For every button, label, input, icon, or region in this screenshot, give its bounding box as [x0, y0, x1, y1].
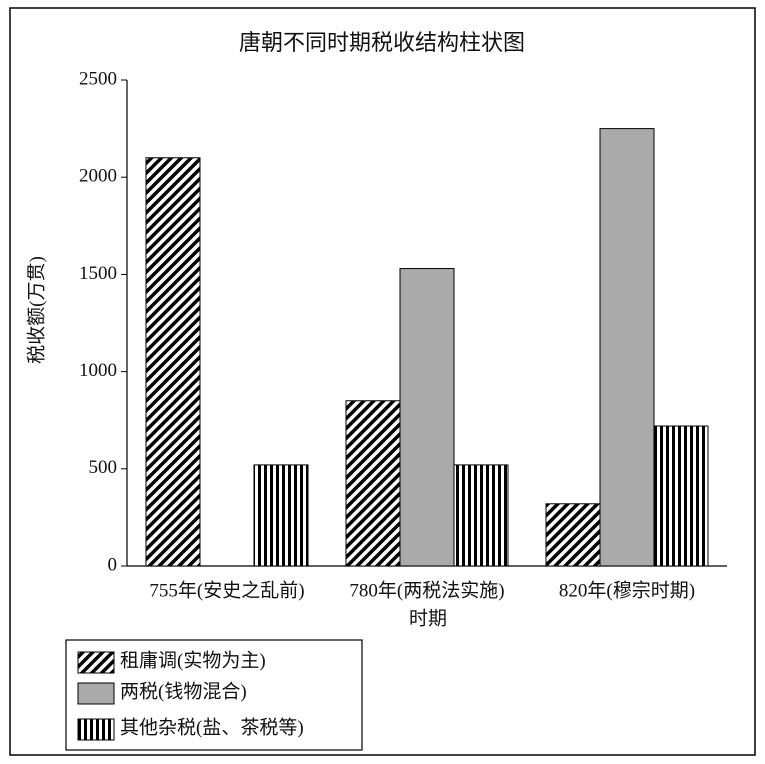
y-tick-label: 500 — [89, 457, 118, 478]
legend-label: 租庸调(实物为主) — [120, 649, 266, 671]
y-tick-label: 1500 — [79, 263, 117, 284]
legend-swatch — [77, 718, 115, 741]
bar — [453, 464, 509, 567]
bar — [653, 425, 709, 567]
frame — [9, 7, 756, 756]
y-tick-label: 2000 — [79, 166, 117, 187]
legend-swatch — [77, 651, 115, 674]
x-tick-label: 820年(穆宗时期) — [559, 579, 695, 601]
y-axis-label: 税收额(万贯) — [25, 256, 47, 364]
bar — [145, 157, 201, 567]
x-tick-label: 780年(两税法实施) — [349, 579, 504, 601]
bar — [545, 503, 601, 567]
y-tick-label: 1000 — [79, 360, 117, 381]
bar — [599, 128, 655, 567]
chart-title: 唐朝不同时期税收结构柱状图 — [239, 31, 525, 56]
bar — [399, 268, 455, 567]
bar — [253, 464, 309, 567]
legend-swatch — [77, 682, 115, 705]
legend — [65, 639, 363, 751]
x-axis-label: 时期 — [409, 607, 447, 629]
bar — [345, 400, 401, 567]
legend-label: 其他杂税(盐、茶税等) — [120, 716, 304, 738]
legend-label: 两税(钱物混合) — [120, 680, 247, 702]
y-tick-label: 2500 — [79, 68, 117, 89]
y-tick-label: 0 — [108, 554, 118, 575]
x-tick-label: 755年(安史之乱前) — [149, 579, 304, 601]
